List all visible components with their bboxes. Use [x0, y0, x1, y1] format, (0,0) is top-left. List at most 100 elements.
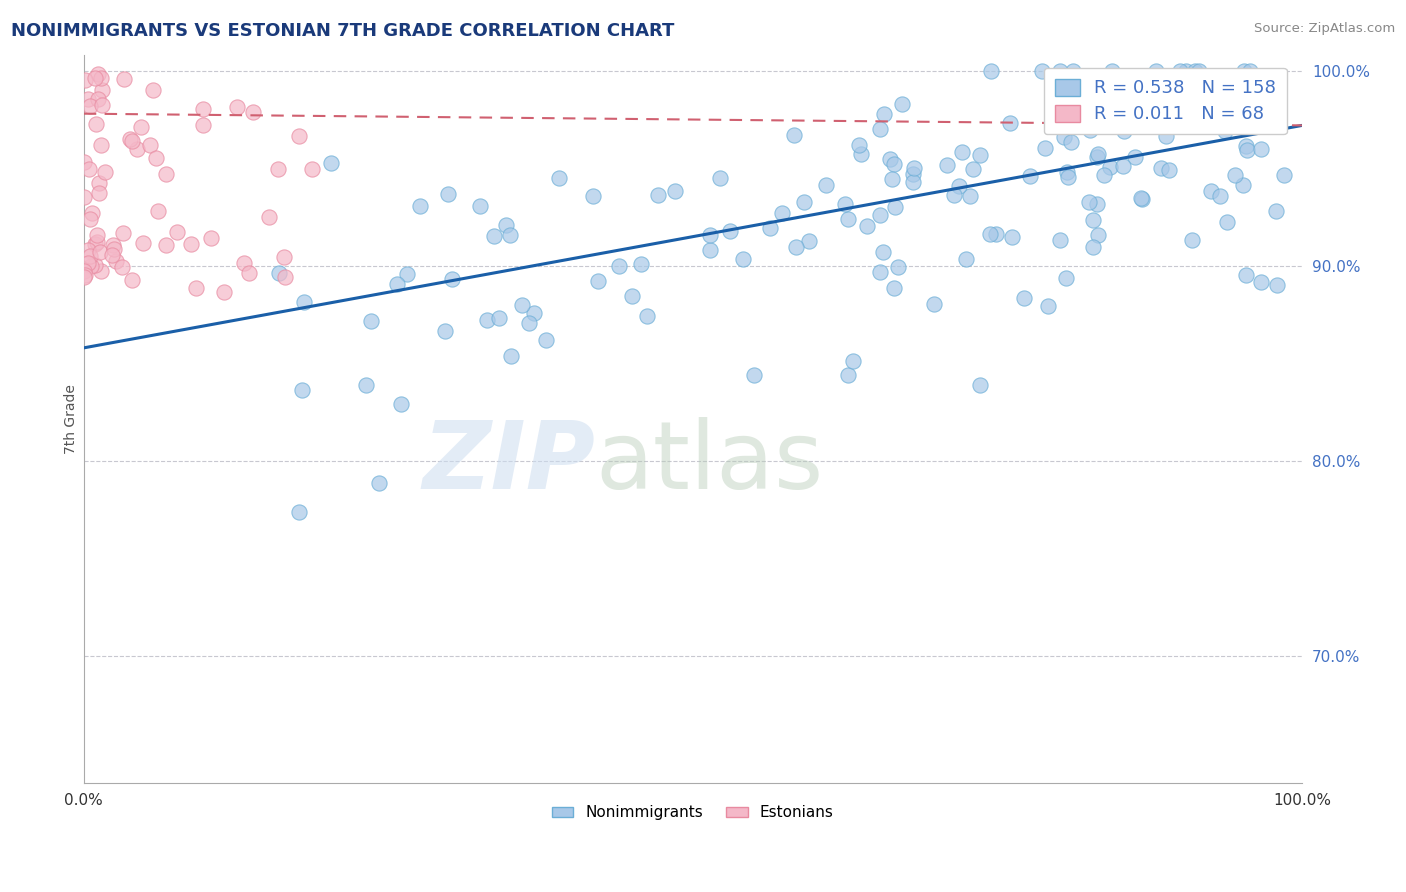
Point [1213, 124, 1236, 138]
Point [793, 195, 815, 210]
Y-axis label: 7th Grade: 7th Grade [65, 384, 79, 454]
Point [873, 107, 896, 121]
Text: NONIMMIGRANTS VS ESTONIAN 7TH GRADE CORRELATION CHART: NONIMMIGRANTS VS ESTONIAN 7TH GRADE CORR… [11, 22, 675, 40]
Point [1246, 117, 1268, 131]
Point [1001, 230, 1024, 244]
Point [1234, 268, 1257, 282]
Point [83, 237, 105, 252]
Point [1081, 212, 1104, 227]
Text: atlas: atlas [596, 417, 824, 508]
Point [1063, 99, 1085, 113]
Point [132, 235, 155, 250]
Point [121, 273, 143, 287]
Point [1057, 71, 1080, 86]
Point [664, 184, 686, 198]
Point [267, 162, 290, 177]
Point [699, 228, 721, 243]
Point [73, 73, 96, 87]
Point [238, 266, 260, 280]
Point [321, 156, 343, 170]
Point [1101, 63, 1123, 78]
Point [880, 172, 903, 186]
Point [851, 146, 873, 161]
Point [86, 235, 108, 249]
Point [193, 118, 215, 132]
Point [499, 349, 522, 363]
Point [142, 83, 165, 97]
Point [1078, 122, 1101, 136]
Point [1232, 108, 1254, 122]
Point [1213, 85, 1236, 99]
Point [733, 252, 755, 266]
Point [1168, 64, 1191, 78]
Point [73, 263, 96, 277]
Point [534, 333, 557, 347]
Point [1130, 191, 1153, 205]
Point [84, 118, 107, 132]
Point [77, 92, 100, 106]
Point [1184, 63, 1206, 78]
Point [883, 157, 905, 171]
Point [1057, 170, 1080, 185]
Point [548, 170, 571, 185]
Point [441, 272, 464, 286]
Legend: Nonimmigrants, Estonians: Nonimmigrants, Estonians [546, 799, 839, 826]
Point [499, 227, 522, 242]
Point [90, 137, 112, 152]
Point [1112, 124, 1135, 138]
Point [129, 120, 152, 134]
Point [848, 137, 870, 152]
Point [91, 98, 114, 112]
Point [288, 128, 311, 143]
Point [872, 245, 894, 260]
Point [73, 269, 96, 284]
Point [759, 221, 782, 235]
Point [1250, 275, 1272, 289]
Point [86, 227, 108, 242]
Point [630, 257, 652, 271]
Point [986, 227, 1008, 241]
Point [855, 219, 877, 233]
Point [647, 188, 669, 202]
Point [118, 132, 141, 146]
Point [517, 316, 540, 330]
Point [79, 259, 101, 273]
Point [1062, 63, 1084, 78]
Point [621, 289, 644, 303]
Point [1144, 63, 1167, 78]
Point [395, 267, 418, 281]
Point [73, 268, 96, 283]
Point [1060, 136, 1083, 150]
Point [1272, 168, 1295, 182]
Point [901, 176, 924, 190]
Point [959, 189, 981, 203]
Point [783, 128, 806, 142]
Point [145, 151, 167, 165]
Point [969, 148, 991, 162]
Point [367, 475, 389, 490]
Point [360, 314, 382, 328]
Point [841, 353, 863, 368]
Point [1264, 70, 1286, 85]
Point [1199, 108, 1222, 122]
Point [89, 186, 111, 201]
Point [770, 206, 793, 220]
Point [797, 234, 820, 248]
Point [287, 505, 309, 519]
Point [709, 171, 731, 186]
Point [139, 138, 162, 153]
Point [1146, 83, 1168, 97]
Point [111, 226, 134, 240]
Point [1111, 159, 1133, 173]
Point [1174, 63, 1197, 78]
Point [437, 186, 460, 201]
Point [1232, 178, 1254, 193]
Point [1012, 291, 1035, 305]
Point [1150, 161, 1173, 175]
Point [79, 211, 101, 226]
Point [101, 248, 124, 262]
Point [387, 277, 409, 291]
Point [1250, 142, 1272, 156]
Point [523, 306, 546, 320]
Point [408, 199, 430, 213]
